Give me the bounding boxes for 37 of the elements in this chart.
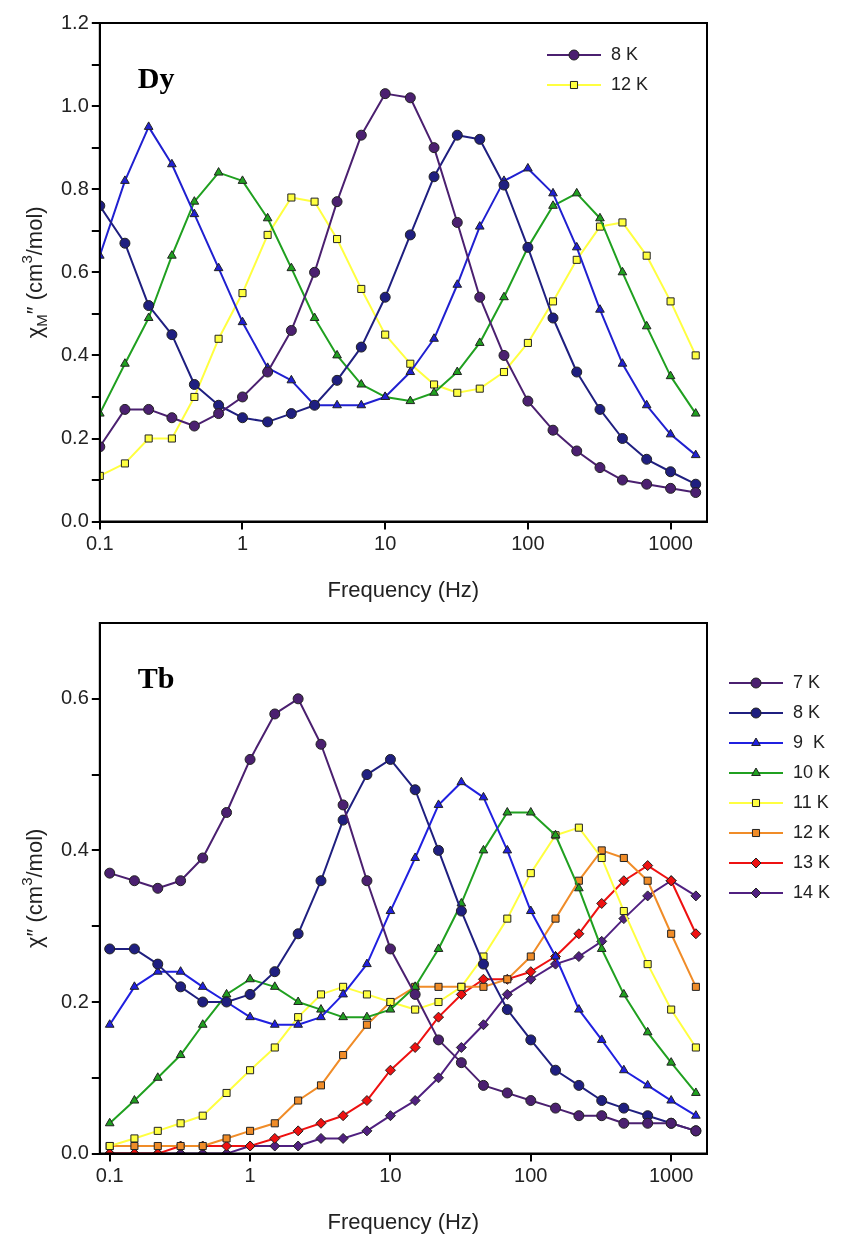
x-tick-label: 0.1 [95, 1164, 124, 1187]
x-tick-label: 10 [374, 532, 397, 555]
y-tick-label: 0.2 [60, 989, 89, 1012]
legend-label: 7 K [793, 671, 821, 692]
y-tick-label: 0.4 [60, 342, 89, 365]
legend-label: 8 K [793, 701, 821, 722]
y-tick-label: 1.2 [60, 10, 89, 33]
legend-label: 11 K [793, 791, 829, 812]
x-axis-title: Frequency (Hz) [327, 576, 480, 602]
y-tick-label: 0.0 [60, 1141, 89, 1164]
y-axis-title: χM″ (cm3/mol) [18, 206, 50, 339]
y-tick-label: 0.4 [60, 837, 89, 860]
x-axis-title: Frequency (Hz) [327, 1208, 480, 1234]
legend-label: 12 K [793, 821, 831, 842]
legend-label: 12 K [611, 73, 649, 94]
y-tick-label: 0.8 [60, 176, 89, 199]
y-tick-label: 0.2 [60, 426, 89, 449]
x-tick-label: 1 [244, 1164, 256, 1187]
x-tick-label: 100 [514, 1164, 548, 1187]
x-tick-label: 1000 [648, 532, 693, 555]
y-tick-label: 0.6 [60, 259, 89, 282]
legend-label: 13 K [793, 851, 831, 872]
y-tick-label: 0.0 [60, 509, 89, 532]
x-tick-label: 100 [511, 532, 545, 555]
x-tick-label: 0.1 [85, 532, 114, 555]
legend-label: 14 K [793, 881, 831, 902]
legend-label: 8 K [611, 43, 639, 64]
text: Dy [137, 60, 175, 94]
x-tick-label: 1000 [648, 1164, 694, 1187]
y-axis-title: χ″ (cm3/mol) [18, 828, 48, 948]
y-tick-label: 0.6 [60, 686, 89, 709]
text: Tb [137, 660, 175, 694]
legend-label: 10 K [793, 761, 831, 782]
x-tick-label: 1 [236, 532, 249, 555]
legend-label: 9 K [793, 731, 826, 752]
y-tick-label: 1.0 [60, 93, 89, 116]
x-tick-label: 10 [379, 1164, 402, 1187]
